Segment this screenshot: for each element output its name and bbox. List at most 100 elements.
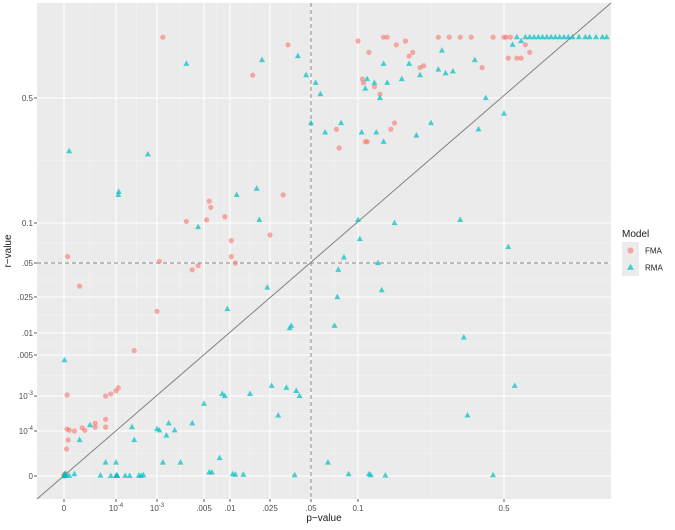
rma-data-point <box>380 138 387 144</box>
rma-data-point <box>115 191 122 197</box>
rma-data-point <box>482 94 489 101</box>
rma-data-point <box>513 33 520 40</box>
legend-rma-label: RMA <box>645 264 663 273</box>
rma-data-point <box>288 322 295 328</box>
fma-data-point <box>380 34 387 40</box>
rma-data-point <box>247 390 253 397</box>
fma-data-point <box>156 258 162 264</box>
fma-data-point <box>402 38 409 44</box>
x-tick-label: 0.1 <box>352 504 364 513</box>
fma-data-point <box>65 254 71 260</box>
rma-data-point <box>259 56 265 63</box>
fma-data-point <box>391 120 398 126</box>
x-tick-label: 0 <box>62 504 67 513</box>
rma-data-point <box>122 472 129 478</box>
rma-data-point <box>216 454 223 461</box>
rma-data-point <box>518 37 525 44</box>
x-axis-title: p−value <box>306 513 342 524</box>
major-gridlines <box>37 3 611 499</box>
rma-data-point <box>296 392 303 399</box>
fma-data-point <box>505 55 511 61</box>
rma-data-point <box>526 33 533 40</box>
fma-data-point <box>355 38 361 44</box>
rma-data-point <box>603 33 610 40</box>
rma-data-point <box>312 79 319 85</box>
fma-data-point <box>366 49 372 56</box>
reference-lines <box>36 2 612 500</box>
rma-data-point <box>475 125 482 132</box>
rma-data-point <box>189 419 196 426</box>
rma-data-point <box>560 33 567 40</box>
rma-data-point <box>509 41 516 47</box>
rma-data-point <box>413 132 420 138</box>
fma-data-point <box>77 283 83 289</box>
fma-data-point <box>228 254 234 260</box>
rma-data-point <box>62 471 69 478</box>
fma-data-point <box>115 385 121 391</box>
rma-data-point <box>435 66 442 72</box>
rma-data-point <box>97 472 104 478</box>
fma-data-point <box>522 42 529 48</box>
fma-data-point <box>92 420 98 426</box>
rma-data-point <box>464 412 471 418</box>
rma-data-point <box>102 459 109 465</box>
rma-data-point <box>324 459 331 465</box>
rma-data-point <box>338 119 345 126</box>
rma-data-point <box>471 56 478 63</box>
fma-data-point <box>435 34 441 40</box>
rma-data-point <box>208 469 215 475</box>
y-axis-ticks: 0 10-4 10-3 .005 .01 .025 .05 0.1 0.5 <box>17 94 37 481</box>
y-tick-label: 10-3 <box>19 391 34 401</box>
fma-data-point <box>189 267 195 273</box>
rma-data-point <box>384 79 391 85</box>
rma-data-point <box>144 150 151 157</box>
rma-data-point <box>71 470 78 477</box>
fma-data-point <box>285 42 291 48</box>
rma-data-point <box>371 79 378 85</box>
fma-data-point <box>384 34 390 40</box>
fma-data-point <box>160 34 166 40</box>
rma-data-point <box>126 472 133 479</box>
y-tick-label: .01 <box>22 329 34 338</box>
fma-data-point <box>232 260 238 266</box>
y-tick-label: .025 <box>17 293 33 302</box>
fma-data-point <box>228 238 234 244</box>
rma-data-point <box>334 293 341 300</box>
rma-data-point <box>128 423 135 430</box>
y-tick-label: .005 <box>17 351 33 360</box>
rma-data-point <box>535 33 542 40</box>
rma-data-point <box>417 71 424 78</box>
rma-data-point <box>253 185 260 191</box>
rma-data-point <box>233 191 240 197</box>
rma-data-point <box>586 33 593 40</box>
rma-data-point <box>501 110 507 116</box>
fma-data-point <box>507 34 514 40</box>
rma-data-point <box>317 90 324 97</box>
fma-data-point <box>206 198 212 204</box>
rma-data-point <box>511 382 518 388</box>
rma-data-point <box>355 216 361 222</box>
rma-data-point <box>159 459 166 465</box>
rma-data-point <box>240 471 247 477</box>
fma-data-point <box>377 91 383 97</box>
rma-data-point <box>107 472 114 479</box>
fma-data-point <box>267 232 273 238</box>
rma-data-point <box>364 75 371 82</box>
rma-data-point <box>391 219 398 226</box>
rma-data-point <box>569 33 576 40</box>
x-tick-label: 10-3 <box>150 503 165 513</box>
rma-data-point <box>556 33 563 40</box>
fma-data-point <box>457 34 463 40</box>
fma-data-point <box>446 34 452 40</box>
rma-data-point <box>87 421 93 428</box>
fma-data-point <box>503 34 509 40</box>
fma-data-point <box>204 217 210 223</box>
fma-data-point <box>208 204 214 210</box>
rma-data-point <box>232 471 239 477</box>
rma-data-point <box>449 68 456 74</box>
legend-title: Model <box>622 229 649 240</box>
fma-data-point <box>527 49 533 56</box>
rma-data-point <box>539 33 546 40</box>
rma-data-point <box>442 69 449 76</box>
fma-data-point <box>64 446 70 452</box>
